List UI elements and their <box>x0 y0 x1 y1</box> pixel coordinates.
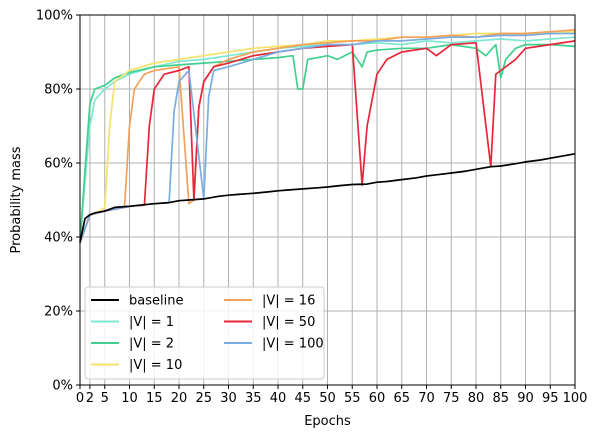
y-tick-label: 20% <box>44 305 73 320</box>
x-tick-label: 35 <box>245 391 262 406</box>
x-tick-label: 20 <box>171 391 188 406</box>
x-tick-label: 45 <box>294 391 311 406</box>
x-tick-label: 25 <box>195 391 212 406</box>
x-tick-label: 95 <box>542 391 559 406</box>
x-axis-label: Epochs <box>304 414 351 429</box>
legend-label: |V| = 2 <box>129 337 174 352</box>
legend-label: baseline <box>129 294 183 309</box>
x-tick-label: 50 <box>319 391 336 406</box>
series-layer <box>79 28 576 243</box>
x-tick-label: 70 <box>418 391 435 406</box>
series-line-baseline <box>79 152 576 243</box>
legend-label: |V| = 16 <box>262 294 315 309</box>
x-tick-label: 80 <box>468 391 485 406</box>
legend-label: |V| = 1 <box>129 315 174 330</box>
x-tick-label: 75 <box>443 391 460 406</box>
x-tick-label: 60 <box>369 391 386 406</box>
x-tick-label: 5 <box>101 391 109 406</box>
x-tick-label: 10 <box>121 391 138 406</box>
x-tick-label: 40 <box>270 391 287 406</box>
x-tick-label: 85 <box>492 391 509 406</box>
legend: baseline |V| = 1 |V| = 2 |V| = 10 |V| = 16 |V… <box>84 286 325 380</box>
x-tick-label: 65 <box>393 391 410 406</box>
series-line-v-50 <box>79 40 576 243</box>
legend-label: |V| = 50 <box>262 315 315 330</box>
series-line-v-10 <box>79 30 575 243</box>
legend-label: |V| = 10 <box>129 358 182 373</box>
y-axis-label: Probability mass <box>9 146 24 253</box>
y-tick-label: 60% <box>44 157 73 172</box>
legend-label: |V| = 100 <box>262 337 324 352</box>
legend-box <box>84 286 325 380</box>
y-tick-label: 80% <box>44 83 73 98</box>
y-tick-label: 100% <box>36 9 73 24</box>
y-axis-ticks: 0% 20% 40% 60% 80% 100% <box>36 9 80 394</box>
x-tick-label: 90 <box>517 391 534 406</box>
x-tick-label: 100 <box>563 391 588 406</box>
y-tick-label: 0% <box>52 379 73 394</box>
x-tick-label: 2 <box>86 391 94 406</box>
x-tick-label: 0 <box>76 391 84 406</box>
x-tick-label: 55 <box>344 391 361 406</box>
x-axis-ticks: 0 2 5 10 15 20 25 30 35 40 45 50 55 60 65 70 75 80 85 90 95 1… <box>76 385 588 406</box>
series-line-v-16 <box>79 28 576 243</box>
y-tick-label: 40% <box>44 231 73 246</box>
x-tick-label: 30 <box>220 391 237 406</box>
x-tick-label: 15 <box>146 391 163 406</box>
